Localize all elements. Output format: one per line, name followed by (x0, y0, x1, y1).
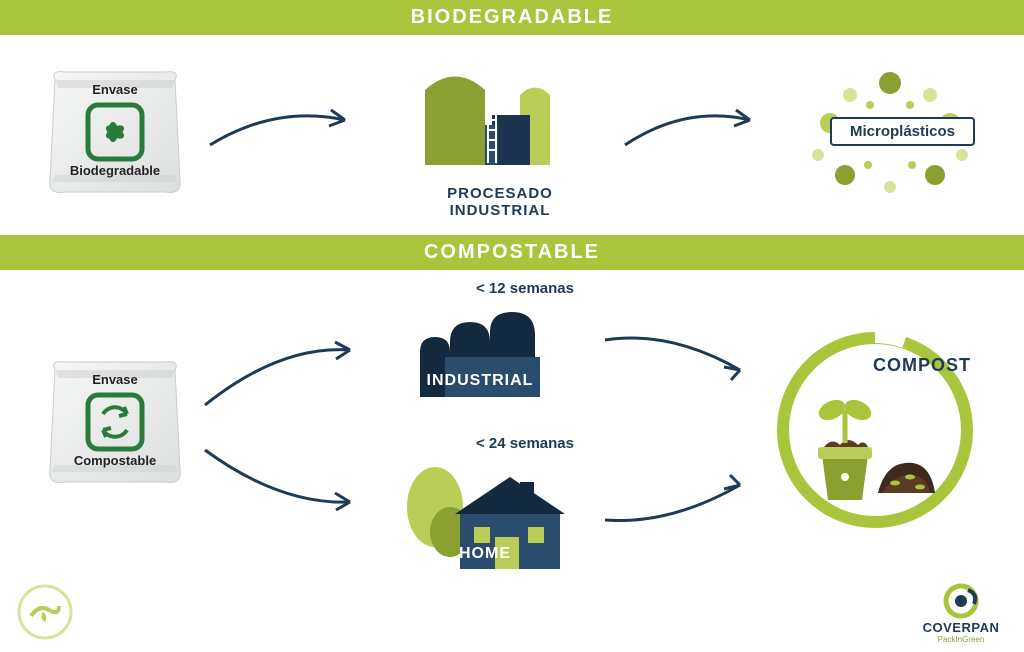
brand-name: COVERPAN (916, 620, 1006, 635)
industrial-path: < 12 semanas INDUSTRIAL (400, 280, 600, 407)
microplastics-result: Microplásticos (790, 55, 990, 205)
arrow-icon (600, 325, 760, 395)
comp-package: Envase Compostable (40, 350, 190, 495)
brand-swirl-icon (916, 582, 1006, 620)
eco-stamp (15, 582, 75, 642)
arrow-icon (200, 440, 370, 520)
bio-package-top-label: Envase (40, 82, 190, 97)
arrow-icon (620, 100, 770, 160)
arrow-icon (200, 335, 370, 415)
bio-package-bottom-label: Biodegradable (40, 163, 190, 178)
arrow-icon (205, 100, 365, 160)
compostable-banner: COMPOSTABLE (0, 235, 1024, 270)
home-time: < 24 semanas (450, 435, 600, 452)
comp-package-bottom-label: Compostable (40, 453, 190, 468)
arrow-icon (600, 465, 760, 535)
brand-tagline: PackInGreen (916, 635, 1006, 644)
eco-stamp-icon (15, 582, 75, 642)
compost-label: COMPOST (873, 355, 971, 376)
factory-icon (400, 297, 570, 407)
industrial-time: < 12 semanas (450, 280, 600, 297)
biodegradable-section: BIODEGRADABLE En (0, 0, 1024, 235)
compostable-row: Envase Compostable < 12 semanas INDUSTRI… (0, 270, 1024, 600)
industrial-label: INDUSTRIAL (400, 372, 560, 390)
brand-logo: COVERPAN PackInGreen (916, 582, 1006, 644)
home-path: < 24 semanas HOME (400, 435, 600, 577)
compost-result: COMPOST (770, 325, 980, 535)
bio-package: Envase Biodegradable (40, 60, 190, 205)
process-caption: PROCESADO INDUSTRIAL (400, 185, 600, 219)
home-label: HOME (400, 545, 570, 563)
biodegradable-banner: BIODEGRADABLE (0, 0, 1024, 35)
comp-package-top-label: Envase (40, 372, 190, 387)
silos-icon (400, 55, 600, 185)
compostable-section: COMPOSTABLE Envase Compostable (0, 235, 1024, 600)
biodegradable-row: Envase Biodegradable (0, 35, 1024, 235)
microplastics-label: Microplásticos (830, 117, 975, 146)
industrial-process: PROCESADO INDUSTRIAL (400, 55, 600, 219)
